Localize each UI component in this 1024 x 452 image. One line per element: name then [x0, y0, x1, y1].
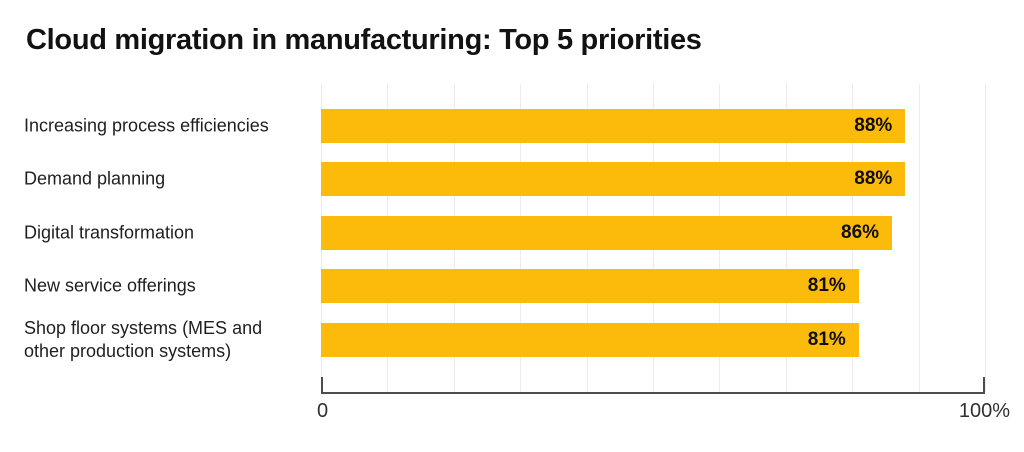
x-tick-label-zero: 0: [317, 400, 329, 422]
bar: 81%: [321, 322, 859, 357]
category-label: Digital transformation: [24, 222, 195, 242]
gridline: [985, 84, 986, 392]
value-label: 88%: [854, 114, 893, 136]
bar: 88%: [321, 108, 906, 143]
value-label: 88%: [854, 168, 893, 189]
x-axis-start-tick: [321, 377, 323, 392]
value-label: 81%: [807, 328, 846, 350]
bar: 86%: [321, 215, 893, 250]
category-label: Shop floor systems (MES and other produc…: [24, 317, 263, 361]
category-label: New service offerings: [24, 275, 196, 296]
category-label: Increasing process efficiencies: [24, 115, 269, 135]
category-label: Demand planning: [24, 168, 166, 189]
chart-title: Cloud migration in manufacturing: Top 5 …: [26, 24, 702, 56]
bar: 81%: [321, 269, 859, 303]
x-axis-end-tick: [983, 377, 985, 392]
value-label: 86%: [841, 221, 880, 243]
value-label: 81%: [807, 275, 846, 296]
bar: 88%: [321, 162, 906, 196]
gridline: [918, 84, 920, 392]
x-tick-label-hundred: 100%: [958, 400, 1010, 422]
